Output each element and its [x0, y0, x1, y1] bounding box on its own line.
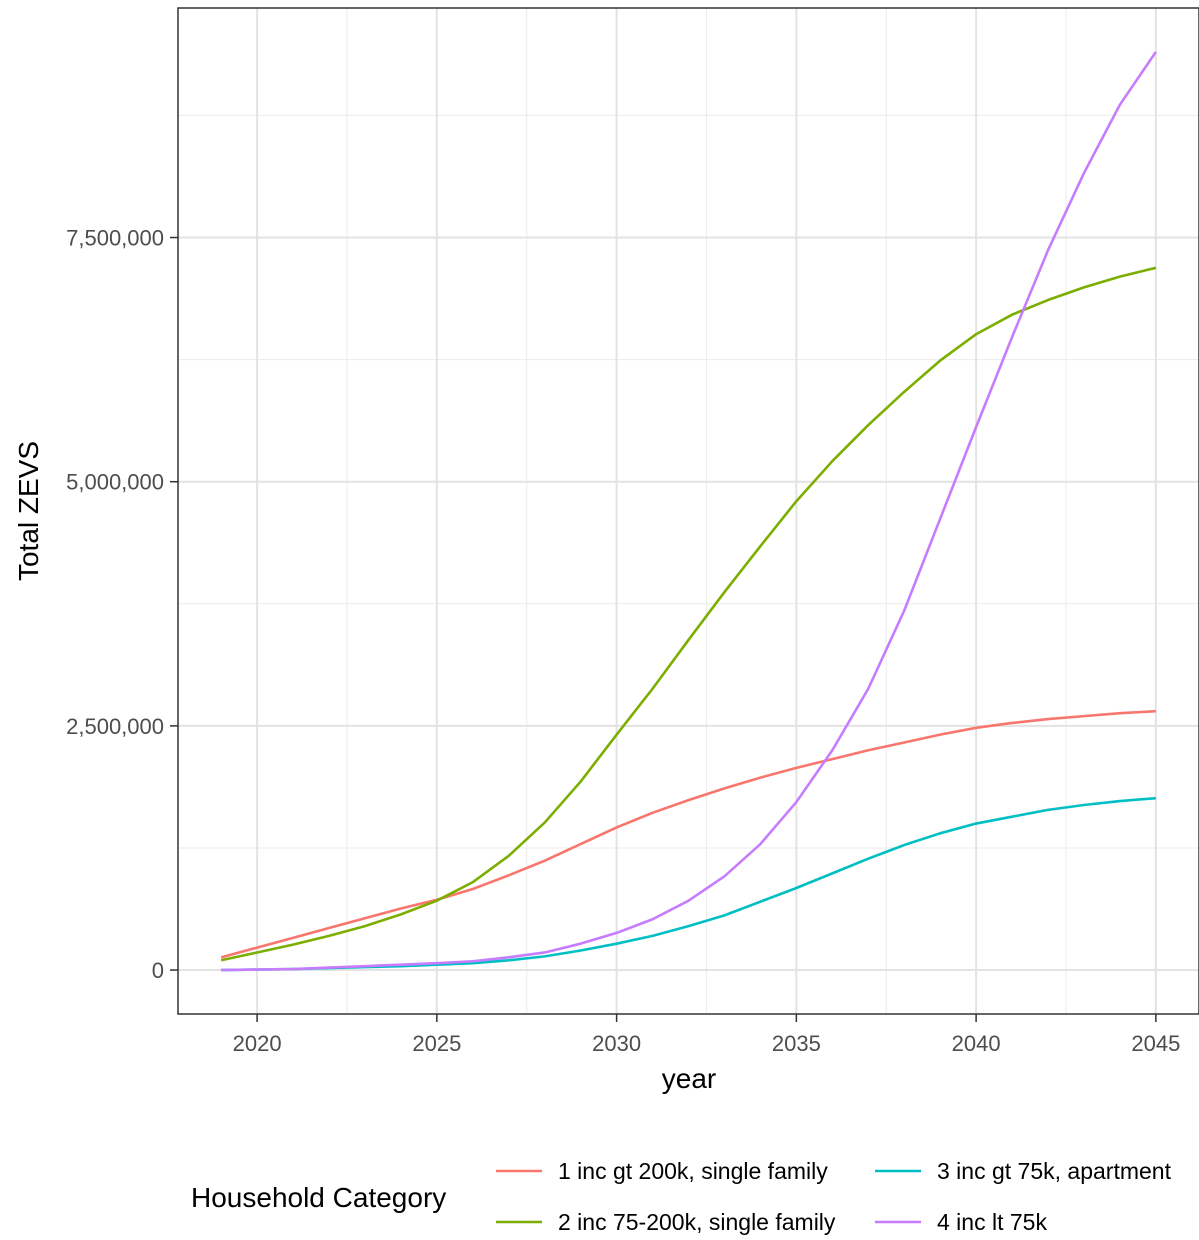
series-line-1: [220, 709, 1156, 959]
x-axis-ticks: 2020 2025 2030 2035 2040 2045: [233, 1014, 1180, 1056]
legend: 1 inc gt 200k, single family 2 inc 75-200…: [496, 1158, 1172, 1235]
series-line-4: [221, 51, 1157, 972]
y-axis-ticks: 0 2,500,000 5,000,000 7,500,000: [66, 226, 178, 983]
x-axis-title: year: [662, 1063, 716, 1094]
plot-panel-border: [177, 7, 1199, 1015]
legend-label-2: 2 inc 75-200k, single family: [558, 1209, 836, 1235]
legend-label-1: 1 inc gt 200k, single family: [558, 1158, 828, 1184]
series-line-2: [220, 266, 1157, 962]
x-tick-label: 2025: [412, 1031, 461, 1056]
y-tick-label: 2,500,000: [66, 714, 164, 739]
x-tick-label: 2035: [772, 1031, 821, 1056]
y-axis-title: Total ZEVS: [13, 441, 44, 581]
y-tick-label: 5,000,000: [66, 470, 164, 495]
x-tick-label: 2030: [592, 1031, 641, 1056]
major-gridlines: [178, 8, 1199, 1014]
legend-title: Household Category: [191, 1182, 446, 1213]
plot-background: [178, 8, 1199, 1014]
legend-label-4: 4 inc lt 75k: [937, 1209, 1047, 1235]
minor-gridlines: [178, 8, 1199, 1014]
x-tick-label: 2020: [233, 1031, 282, 1056]
y-tick-label: 0: [152, 958, 164, 983]
y-tick-label: 7,500,000: [66, 226, 164, 251]
legend-label-3: 3 inc gt 75k, apartment: [937, 1158, 1172, 1184]
x-tick-label: 2045: [1131, 1031, 1180, 1056]
x-tick-label: 2040: [952, 1031, 1001, 1056]
series-lines: [220, 51, 1157, 972]
